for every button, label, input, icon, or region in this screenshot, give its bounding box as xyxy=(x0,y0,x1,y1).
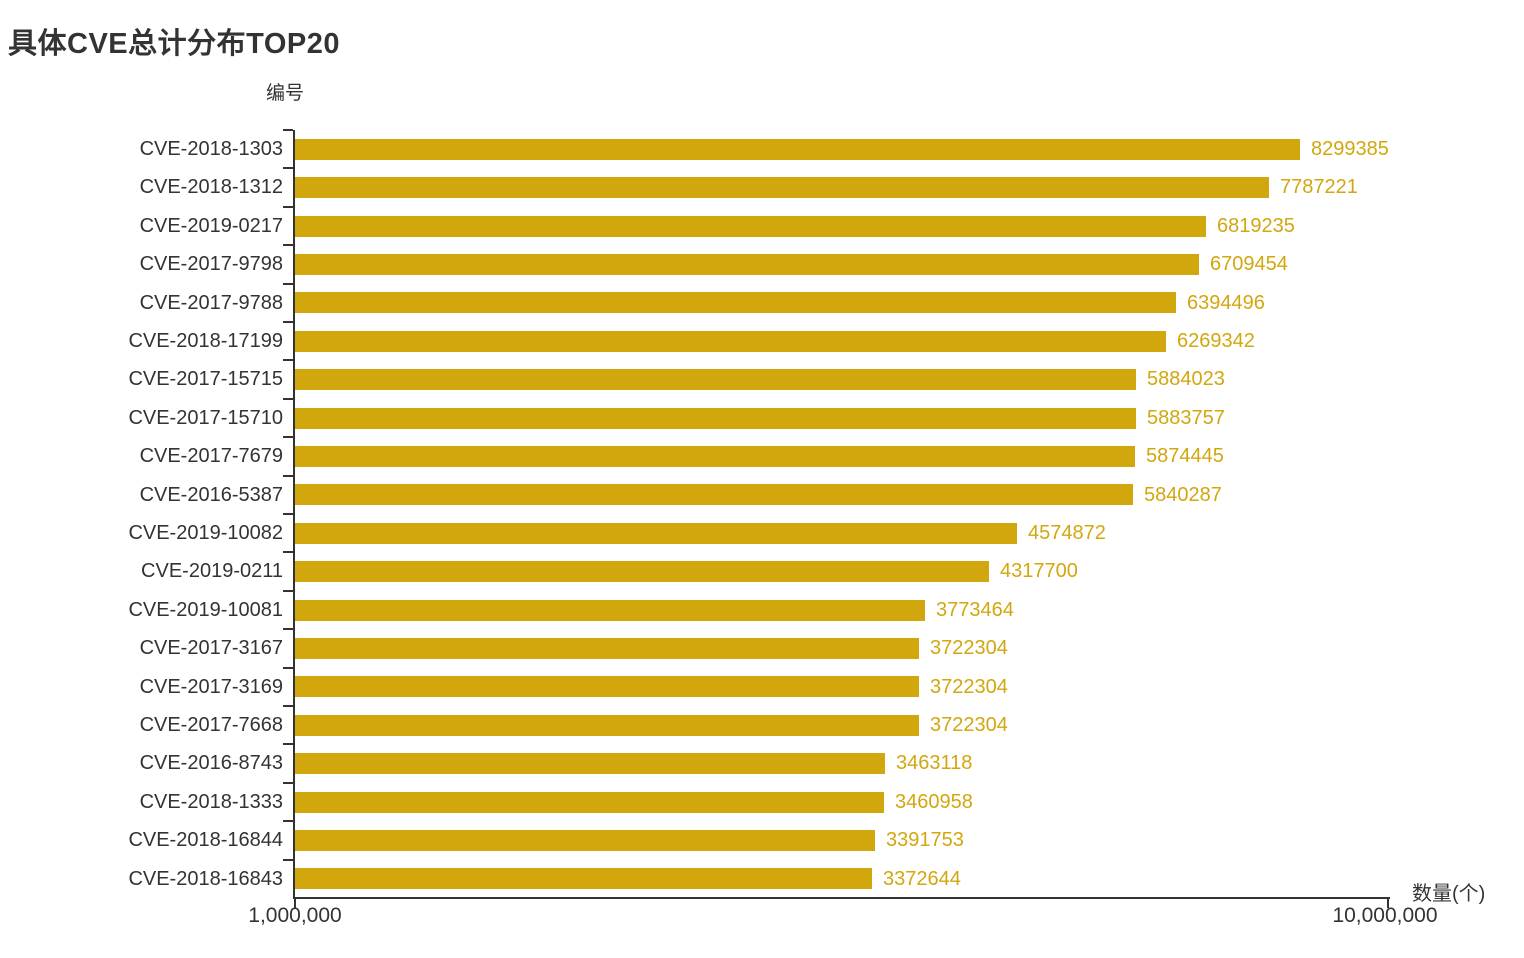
y-axis-tick xyxy=(283,705,293,707)
value-label: 6709454 xyxy=(1210,253,1288,276)
y-axis-title: 编号 xyxy=(266,83,305,104)
value-label: 4574872 xyxy=(1028,522,1106,544)
value-label: 6394496 xyxy=(1187,291,1265,314)
bar xyxy=(295,868,872,890)
bar xyxy=(295,522,1017,544)
value-label: 3722304 xyxy=(930,675,1008,698)
category-label: CVE-2017-3167 xyxy=(139,637,283,660)
value-label: 8299385 xyxy=(1311,138,1389,160)
bar xyxy=(295,138,1300,160)
x-axis-tick-min xyxy=(294,899,296,908)
x-tick-label-max: 10,000,000 xyxy=(1332,904,1438,927)
y-axis-tick xyxy=(283,167,293,170)
value-label: 5840287 xyxy=(1144,483,1222,506)
bar xyxy=(295,177,1269,199)
value-label: 6819235 xyxy=(1217,214,1295,237)
bar xyxy=(295,484,1133,506)
bar xyxy=(295,407,1136,429)
bar xyxy=(295,714,919,736)
category-label: CVE-2018-17199 xyxy=(128,330,283,352)
category-label: CVE-2017-7668 xyxy=(139,714,283,736)
value-label: 5874445 xyxy=(1146,445,1224,468)
y-axis-line xyxy=(293,130,295,898)
category-label: CVE-2017-15715 xyxy=(128,368,283,391)
value-label: 3460958 xyxy=(895,790,973,813)
category-label: CVE-2017-7679 xyxy=(139,445,283,468)
x-axis-title: 数量(个) xyxy=(1412,883,1486,905)
bar xyxy=(295,753,885,775)
value-label: 3722304 xyxy=(930,637,1008,660)
bar xyxy=(295,637,919,659)
category-label: CVE-2019-0217 xyxy=(139,214,283,237)
y-axis-tick xyxy=(283,436,293,439)
y-axis-tick xyxy=(283,589,293,592)
y-axis-tick xyxy=(283,666,293,669)
bar xyxy=(295,292,1176,314)
y-axis-tick xyxy=(283,282,293,285)
category-label: CVE-2017-9798 xyxy=(139,253,283,276)
y-axis-tick xyxy=(283,205,293,208)
category-label: CVE-2017-3169 xyxy=(139,675,283,698)
category-label: CVE-2016-8743 xyxy=(139,752,283,775)
y-axis-tick xyxy=(283,551,293,554)
bar xyxy=(295,369,1136,391)
category-label: CVE-2019-0211 xyxy=(141,560,283,583)
y-axis-tick xyxy=(283,474,293,477)
value-label: 5884023 xyxy=(1147,368,1225,391)
y-axis-tick xyxy=(283,513,293,515)
y-axis-tick xyxy=(283,397,293,400)
chart-title: 具体CVE总计分布TOP20 xyxy=(8,28,340,60)
bar xyxy=(295,791,884,813)
y-axis-tick xyxy=(283,244,293,247)
bar xyxy=(295,215,1206,237)
value-label: 6269342 xyxy=(1177,330,1255,352)
value-label: 3722304 xyxy=(930,714,1008,736)
y-axis-tick xyxy=(283,743,293,746)
value-label: 3463118 xyxy=(896,752,973,775)
category-label: CVE-2018-1333 xyxy=(139,790,283,813)
bar xyxy=(295,561,989,583)
x-tick-label-min: 1,000,000 xyxy=(248,904,342,927)
bar xyxy=(295,330,1166,352)
value-label: 5883757 xyxy=(1147,406,1225,429)
value-label: 3391753 xyxy=(886,829,964,852)
category-label: CVE-2018-1312 xyxy=(139,176,283,199)
category-label: CVE-2017-15710 xyxy=(128,406,283,429)
category-label: CVE-2018-16843 xyxy=(128,867,283,890)
bar xyxy=(295,599,925,621)
value-label: 3773464 xyxy=(936,598,1014,621)
bar xyxy=(295,445,1135,467)
bar xyxy=(295,829,875,851)
category-label: CVE-2019-10081 xyxy=(128,598,283,621)
y-axis-tick xyxy=(283,781,293,784)
x-axis-line xyxy=(293,897,1390,899)
category-label: CVE-2019-10082 xyxy=(128,522,283,544)
bar xyxy=(295,253,1199,275)
value-label: 7787221 xyxy=(1280,176,1358,199)
value-label: 4317700 xyxy=(1000,560,1078,583)
bar xyxy=(295,676,919,698)
y-axis-tick xyxy=(283,321,293,323)
value-label: 3372644 xyxy=(883,867,961,890)
category-label: CVE-2017-9788 xyxy=(139,291,283,314)
category-label: CVE-2018-16844 xyxy=(128,829,283,852)
y-axis-tick xyxy=(283,820,293,823)
x-axis-tick-max xyxy=(1387,899,1389,908)
y-axis-tick xyxy=(283,129,293,131)
y-axis-tick xyxy=(283,858,293,861)
y-axis-tick xyxy=(283,628,293,631)
category-label: CVE-2016-5387 xyxy=(139,483,283,506)
y-axis-tick xyxy=(283,359,293,362)
category-label: CVE-2018-1303 xyxy=(139,138,283,160)
